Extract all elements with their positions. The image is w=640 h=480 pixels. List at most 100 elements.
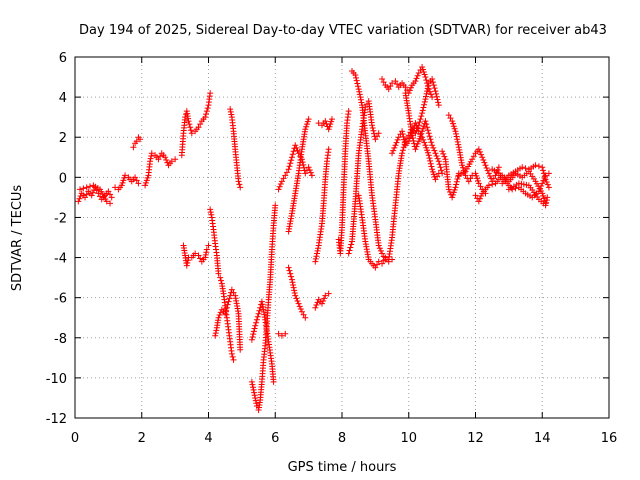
data-point-marker [251, 325, 258, 332]
data-point-marker [439, 148, 446, 155]
data-point-marker [328, 118, 335, 125]
data-point-marker [412, 146, 419, 153]
data-point-marker [282, 172, 289, 179]
data-point-marker [155, 156, 162, 163]
data-point-marker [374, 133, 381, 140]
data-point-marker [426, 88, 433, 95]
data-point-marker [325, 290, 332, 297]
data-point-marker [288, 157, 295, 164]
data-point-marker [163, 156, 170, 163]
data-point-marker [303, 123, 310, 130]
data-point-marker [325, 126, 332, 133]
data-point-marker [308, 172, 315, 179]
data-point-marker [445, 186, 452, 193]
data-point-marker [358, 99, 365, 106]
data-point-marker [157, 153, 164, 160]
data-point-marker [162, 154, 169, 161]
data-point-marker [375, 242, 382, 249]
data-point-marker [423, 121, 430, 128]
data-point-marker [434, 155, 441, 162]
data-point-marker [431, 147, 438, 154]
data-point-marker [414, 140, 421, 147]
data-point-marker [413, 143, 420, 150]
data-point-marker [303, 121, 310, 128]
data-point-marker [372, 136, 379, 143]
data-point-marker [541, 173, 548, 180]
data-point-marker [318, 300, 325, 307]
data-point-marker [203, 249, 210, 256]
data-point-marker [252, 322, 259, 329]
data-point-marker [356, 88, 363, 95]
data-point-marker [295, 150, 302, 157]
data-point-marker [315, 120, 322, 127]
data-point-marker [441, 153, 448, 160]
data-point-marker [83, 191, 90, 198]
data-point-marker [217, 274, 224, 281]
data-point-marker [539, 180, 546, 187]
data-point-marker [87, 183, 94, 190]
data-point-marker [478, 193, 485, 200]
data-point-marker [314, 299, 321, 306]
data-point-marker [253, 319, 260, 326]
data-point-marker [375, 130, 382, 137]
data-point-marker [313, 250, 320, 257]
data-point-marker [207, 206, 214, 213]
data-point-marker [424, 88, 431, 95]
data-point-marker [326, 123, 333, 130]
data-point-marker [451, 125, 458, 132]
data-point-marker [459, 162, 466, 169]
data-point-marker [278, 332, 285, 339]
data-point-marker [130, 144, 137, 151]
data-point-marker [515, 180, 522, 187]
data-point-marker [472, 192, 479, 199]
data-point-marker [357, 94, 364, 101]
data-point-marker [465, 178, 472, 185]
data-point-marker [286, 267, 293, 274]
data-point-marker [416, 119, 423, 126]
data-point-marker [285, 166, 292, 173]
data-point-marker [105, 188, 112, 195]
data-point-marker [519, 164, 526, 171]
data-point-marker [451, 186, 458, 193]
data-point-marker [484, 167, 491, 174]
data-point-marker [399, 147, 406, 154]
data-point-marker [288, 154, 295, 161]
data-point-marker [379, 76, 386, 83]
y-tick-label: 0 [59, 171, 67, 186]
data-point-marker [257, 304, 264, 311]
data-point-marker [369, 122, 376, 129]
data-point-marker [256, 307, 263, 314]
data-point-marker [479, 154, 486, 161]
data-point-marker [250, 386, 257, 393]
data-point-marker [374, 261, 381, 268]
x-tick-label: 12 [467, 431, 484, 446]
data-point-marker [227, 108, 234, 115]
data-point-marker [399, 128, 406, 135]
data-point-marker [412, 120, 419, 127]
data-point-marker [389, 150, 396, 157]
data-point-marker [370, 127, 377, 134]
x-tick-label: 0 [71, 431, 79, 446]
data-point-marker [227, 106, 234, 113]
data-point-marker [285, 264, 292, 271]
data-point-marker [473, 172, 480, 179]
data-point-marker [248, 378, 255, 385]
data-point-marker [77, 193, 84, 200]
data-point-marker [183, 262, 190, 269]
data-point-marker [212, 330, 219, 337]
data-point-marker [483, 164, 490, 171]
data-point-marker [251, 392, 258, 399]
data-point-marker [481, 159, 488, 166]
data-point-marker [420, 69, 427, 76]
data-point-marker [253, 400, 260, 407]
data-point-marker [399, 150, 406, 157]
data-point-marker [218, 277, 225, 284]
data-point-marker [291, 287, 298, 294]
data-point-marker [450, 189, 457, 196]
data-point-marker [345, 108, 352, 115]
data-point-marker [315, 245, 322, 252]
data-point-marker [430, 82, 437, 89]
data-point-marker [431, 85, 438, 92]
data-point-marker [417, 116, 424, 123]
